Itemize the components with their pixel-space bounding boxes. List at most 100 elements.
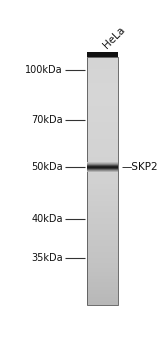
Bar — [87, 259, 118, 260]
Bar — [87, 129, 118, 130]
Bar — [87, 74, 118, 75]
Bar — [87, 77, 118, 78]
Bar — [87, 294, 118, 295]
Bar — [87, 102, 118, 103]
Bar — [87, 86, 118, 88]
Bar — [87, 125, 118, 126]
Bar — [87, 252, 118, 253]
Bar — [87, 108, 118, 109]
Bar — [87, 168, 118, 169]
Bar — [87, 205, 118, 206]
Bar — [87, 128, 118, 129]
Bar — [87, 190, 118, 191]
Bar — [87, 304, 118, 305]
Bar — [87, 216, 118, 217]
Bar — [87, 253, 118, 254]
Bar — [87, 276, 118, 278]
Bar — [87, 267, 118, 268]
Bar — [87, 288, 118, 289]
Bar — [87, 244, 118, 245]
Bar — [87, 119, 118, 120]
Bar — [87, 109, 118, 110]
Bar — [87, 156, 118, 157]
Bar — [87, 113, 118, 114]
Bar — [87, 65, 118, 66]
Bar — [87, 295, 118, 296]
Bar — [87, 76, 118, 77]
Bar — [87, 237, 118, 238]
Bar — [87, 99, 118, 100]
Bar — [87, 69, 118, 70]
Bar — [87, 59, 118, 60]
Bar — [87, 243, 118, 244]
Bar — [87, 112, 118, 113]
Bar — [87, 248, 118, 250]
Bar — [87, 179, 118, 180]
Bar — [87, 132, 118, 133]
Bar — [87, 200, 118, 201]
Bar — [87, 226, 118, 227]
Bar — [87, 138, 118, 139]
Bar — [87, 162, 118, 163]
Bar — [87, 273, 118, 274]
Bar — [87, 137, 118, 138]
Bar — [87, 160, 118, 161]
Bar — [87, 58, 118, 59]
Bar — [87, 72, 118, 74]
Bar — [87, 260, 118, 261]
Bar — [87, 264, 118, 265]
Bar — [87, 268, 118, 269]
Bar — [87, 124, 118, 125]
Bar — [87, 153, 118, 154]
Bar — [87, 250, 118, 251]
Bar — [87, 98, 118, 99]
Bar — [87, 166, 118, 167]
Bar — [87, 218, 118, 219]
Bar — [87, 266, 118, 267]
Bar — [87, 186, 118, 187]
Bar — [87, 204, 118, 205]
Bar — [87, 286, 118, 287]
Bar — [87, 181, 118, 182]
Bar — [87, 121, 118, 122]
Bar — [87, 291, 118, 292]
Bar — [87, 269, 118, 270]
Bar — [87, 71, 118, 72]
Bar — [87, 91, 118, 92]
Bar — [87, 239, 118, 240]
Bar — [87, 104, 118, 105]
Bar — [87, 293, 118, 294]
Bar — [87, 115, 118, 116]
Bar — [87, 219, 118, 220]
Bar — [87, 196, 118, 197]
Bar — [87, 163, 118, 164]
Bar — [87, 164, 118, 165]
Bar — [87, 177, 118, 178]
Bar — [87, 131, 118, 132]
Bar — [87, 142, 118, 143]
Bar — [87, 92, 118, 93]
Bar — [87, 187, 118, 188]
Bar — [87, 256, 118, 257]
Bar — [87, 95, 118, 96]
Bar — [87, 80, 118, 81]
Bar — [87, 254, 118, 255]
Bar — [87, 272, 118, 273]
Bar — [87, 70, 118, 71]
Bar — [87, 290, 118, 291]
Bar — [87, 230, 118, 231]
Bar — [87, 220, 118, 221]
Bar — [87, 188, 118, 189]
Bar — [87, 57, 118, 305]
Bar — [87, 280, 118, 281]
Bar — [87, 182, 118, 183]
Bar — [87, 213, 118, 214]
Bar — [87, 130, 118, 131]
Bar — [87, 61, 118, 62]
Bar — [87, 172, 118, 173]
Bar — [87, 231, 118, 232]
Bar — [87, 136, 118, 137]
Bar — [87, 255, 118, 256]
Bar — [87, 110, 118, 111]
Bar — [87, 135, 118, 136]
